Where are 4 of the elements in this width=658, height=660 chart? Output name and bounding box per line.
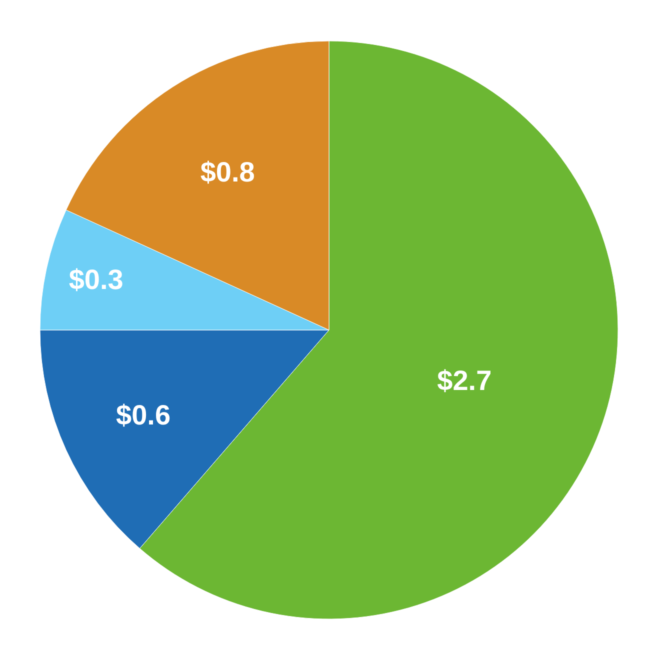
data-label: $2.7 [437,365,492,396]
data-label: $0.8 [200,156,255,188]
data-label: $0.3 [68,264,124,295]
data-label: $0.6 [116,399,171,430]
